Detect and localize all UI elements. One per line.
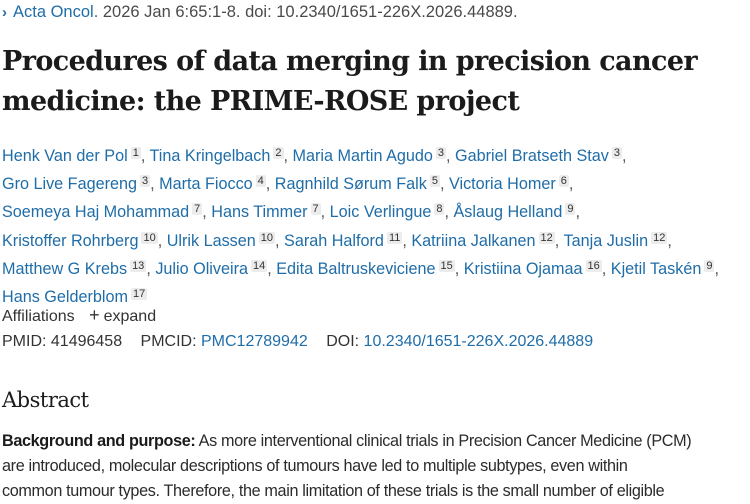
affiliation-number[interactable]: 10	[258, 231, 276, 244]
affiliation-number[interactable]: 9	[565, 203, 576, 216]
affiliation-number[interactable]: 3	[435, 147, 447, 159]
pmcid-label: PMCID:	[140, 333, 197, 350]
author-link[interactable]: Sarah Halford	[284, 231, 384, 250]
affiliation-number[interactable]: 17	[130, 288, 148, 301]
affiliation-number[interactable]: 12	[651, 231, 668, 244]
doi-label: DOI:	[326, 333, 360, 350]
author-link[interactable]: Kristiina Ojamaa	[463, 259, 583, 278]
author-link[interactable]: Matthew G Krebs	[2, 259, 128, 278]
affiliation-number[interactable]: 12	[538, 231, 555, 244]
affiliation-number[interactable]: 14	[250, 259, 268, 272]
author-link[interactable]: Loic Verlingue	[329, 203, 432, 222]
abstract-line: As more interventional clinical trials i…	[195, 432, 692, 450]
affiliation-number[interactable]: 3	[139, 175, 151, 188]
affiliations-row: Affiliations + expand	[2, 305, 156, 326]
author-link[interactable]: Åslaug Helland	[453, 203, 563, 222]
abstract-line: are introduced, molecular descriptions o…	[2, 457, 628, 475]
pmid-value: 41496458	[50, 333, 123, 350]
affiliation-number[interactable]: 9	[704, 259, 715, 272]
affiliation-number[interactable]: 5	[429, 175, 440, 188]
affiliation-number[interactable]: 10	[141, 231, 158, 244]
article-title: Procedures of data merging in precision …	[2, 46, 698, 117]
affiliation-number[interactable]: 7	[192, 203, 203, 216]
author-link[interactable]: Gro Live Fagereng	[2, 175, 137, 194]
author-link[interactable]: Soemeya Haj Mohammad	[2, 203, 190, 222]
abstract-line: common tumour types. Therefore, the main…	[2, 482, 665, 500]
pmid-label: PMID:	[2, 333, 47, 350]
author-link[interactable]: Marta Fiocco	[159, 175, 253, 194]
doi-link[interactable]: 10.2340/1651-226X.2026.44889	[363, 333, 594, 350]
affiliation-number[interactable]: 1	[130, 147, 141, 159]
affiliation-number[interactable]: 4	[255, 175, 266, 188]
abstract-text: Background and purpose: As more interven…	[2, 429, 750, 504]
author-link[interactable]: Hans Timmer	[211, 203, 308, 222]
identifiers-row: PMID: 41496458 PMCID: PMC12789942 DOI: 1…	[2, 333, 593, 351]
plus-icon: +	[89, 305, 100, 325]
citation-line: › Acta Oncol. 2026 Jan 6:65:1-8. doi: 10.…	[2, 3, 518, 22]
affiliation-number[interactable]: 15	[438, 259, 455, 272]
author-link[interactable]: Edita Baltruskeviciene	[276, 259, 436, 278]
author-link[interactable]: Kjetil Taskén	[610, 259, 702, 278]
author-link[interactable]: Maria Martin Agudo	[292, 147, 433, 165]
affiliation-number[interactable]: 16	[585, 259, 602, 272]
affiliations-label: Affiliations	[2, 308, 75, 325]
affiliation-number[interactable]: 2	[273, 147, 284, 159]
author-link[interactable]: Ulrik Lassen	[166, 231, 256, 250]
abstract-heading: Abstract	[2, 388, 89, 412]
pmcid-link[interactable]: PMC12789942	[201, 333, 308, 350]
author-link[interactable]: Ragnhild Sørum Falk	[274, 175, 427, 194]
author-link[interactable]: Victoria Homer	[448, 175, 556, 194]
author-link[interactable]: Julio Oliveira	[155, 259, 248, 278]
abstract-section-label: Background and purpose:	[2, 432, 196, 450]
expand-label: expand	[103, 308, 157, 325]
affiliation-number[interactable]: 13	[130, 259, 147, 272]
author-link[interactable]: Hans Gelderblom	[2, 288, 128, 307]
journal-link[interactable]: Acta Oncol.	[13, 3, 99, 21]
affiliation-number[interactable]: 8	[434, 203, 445, 216]
author-link[interactable]: Tina Kringelbach	[149, 147, 271, 165]
affiliation-number[interactable]: 3	[611, 147, 623, 159]
affiliation-number[interactable]: 6	[558, 175, 569, 188]
author-link[interactable]: Gabriel Bratseth Stav	[455, 147, 609, 165]
chevron-right-icon[interactable]: ›	[2, 4, 7, 21]
affiliation-number[interactable]: 7	[310, 203, 321, 216]
citation-details: 2026 Jan 6:65:1-8. doi: 10.2340/1651-226…	[98, 3, 518, 21]
author-link[interactable]: Katriina Jalkanen	[411, 231, 536, 250]
author-link[interactable]: Tanja Juslin	[563, 231, 649, 250]
author-link[interactable]: Henk Van der Pol	[2, 147, 128, 165]
affiliation-number[interactable]: 11	[386, 231, 403, 244]
author-list: Henk Van der Pol 1, Tina Kringelbach 2, Ma…	[2, 147, 719, 307]
author-link[interactable]: Kristoffer Rohrberg	[2, 231, 139, 250]
affiliations-expand-button[interactable]: + expand	[89, 305, 157, 325]
